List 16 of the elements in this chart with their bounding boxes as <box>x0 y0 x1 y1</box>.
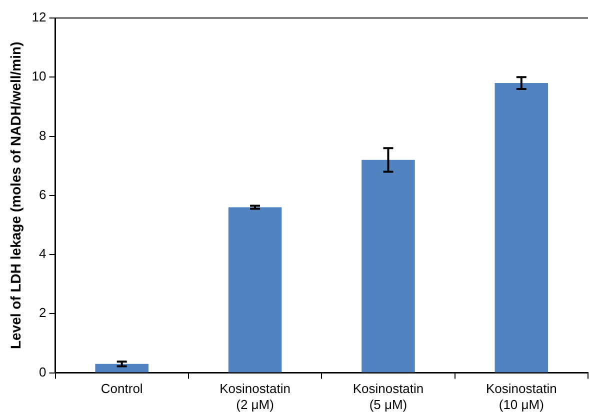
bar <box>228 207 282 372</box>
y-tick-label: 2 <box>39 305 46 320</box>
y-tick-label: 4 <box>39 246 46 262</box>
bar <box>494 83 548 372</box>
bar <box>95 364 148 372</box>
x-tick-label: Kosinostatin (5 μM) <box>352 381 424 412</box>
y-tick-label: 6 <box>39 186 46 202</box>
y-tick-label: 10 <box>32 68 46 84</box>
x-tick-label: Kosinostatin (2 μM) <box>220 381 290 412</box>
x-tick-label: Kosinostatin (10 μM) <box>486 381 557 412</box>
x-tick-label: Control <box>100 381 143 396</box>
y-axis-title: Level of LDH lekage (moles of NADH/well/min) <box>7 42 24 350</box>
y-tick-label: 8 <box>39 128 46 143</box>
y-tick-label: 0 <box>39 364 46 380</box>
y-tick-label: 12 <box>32 10 46 25</box>
bar <box>362 160 415 372</box>
